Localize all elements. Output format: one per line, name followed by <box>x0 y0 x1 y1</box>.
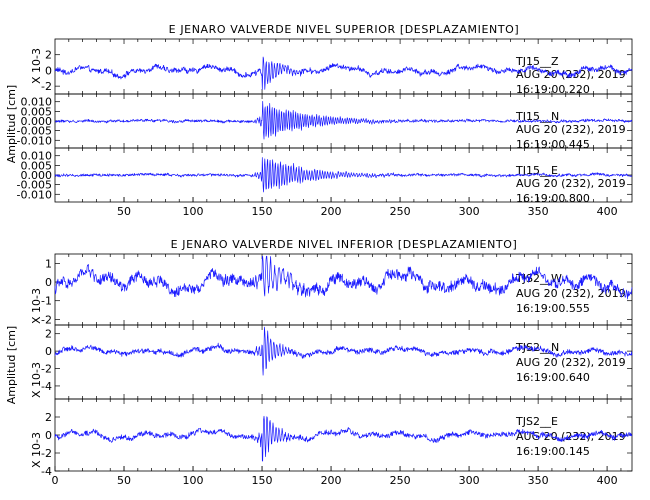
x-tick-label: 200 <box>321 205 342 218</box>
y-tick-label: -2 <box>41 447 52 460</box>
x-tick-label: 400 <box>597 474 618 487</box>
panel-tj15-n: TJ15__N AUG 20 (232), 2019 16:19:00.445 … <box>17 93 633 151</box>
y-tick-label: -2 <box>41 80 52 93</box>
chart-inferior: E JENARO VALVERDE NIVEL INFERIOR [DESPLA… <box>5 238 633 487</box>
panel-scale-label: X 10-3 <box>30 362 43 398</box>
panel-tjs2-n: X 10-3 TJS2__N AUG 20 (232), 2019 16:19:… <box>30 324 633 400</box>
y-tick-label: 0 <box>45 64 52 77</box>
panel-station-label: TJ15__N <box>515 110 559 123</box>
chart-superior: E JENARO VALVERDE NIVEL SUPERIOR [DESPLA… <box>5 23 633 218</box>
panel-tj15-z: X 10-3 TJ15__Z AUG 20 (232), 2019 16:19:… <box>30 38 633 96</box>
y-tick-label: -2 <box>41 363 52 376</box>
y-tick-label: 0.000 <box>21 115 53 128</box>
trace-tj15-n <box>54 100 633 140</box>
panel-date-label: AUG 20 (232), 2019 <box>516 123 626 136</box>
panel-station-label: TJS2__E <box>515 415 558 428</box>
y-tick-label: -0.005 <box>17 179 52 192</box>
y-tick-label: -2 <box>41 313 52 326</box>
y-tick-label: 2 <box>45 328 52 341</box>
x-tick-label: 250 <box>390 474 411 487</box>
x-tick-label: 200 <box>321 474 342 487</box>
y-axis-label-superior: Amplitud [cm] <box>5 85 18 163</box>
y-tick-label: 2 <box>45 411 52 424</box>
x-tick-label: 300 <box>459 205 480 218</box>
x-tick-label: 100 <box>183 205 204 218</box>
panel-time-label: 16:19:00.220 <box>516 83 590 96</box>
y-tick-label: -0.010 <box>17 134 52 147</box>
panel-tjs2-e: X 10-3 TJS2__E AUG 20 (232), 2019 16:19:… <box>30 398 633 478</box>
y-tick-label: -4 <box>41 380 52 393</box>
y-tick-label: 0.010 <box>21 96 53 109</box>
y-tick-label: 0.000 <box>21 169 53 182</box>
chart-title-superior: E JENARO VALVERDE NIVEL SUPERIOR [DESPLA… <box>169 23 520 36</box>
y-tick-label: 0.010 <box>21 150 53 163</box>
trace-tj15-e <box>54 157 633 193</box>
panel-tj15-e: TJ15__E AUG 20 (232), 2019 16:19:00.800 … <box>17 147 633 205</box>
x-tick-label: 350 <box>528 205 549 218</box>
trace-tjs2-e <box>54 415 633 462</box>
y-tick-label: 1 <box>45 257 52 270</box>
x-tick-label: 350 <box>528 474 549 487</box>
panel-scale-label: X 10-3 <box>30 48 43 84</box>
panel-time-label: 16:19:00.555 <box>516 302 590 315</box>
panel-time-label: 16:19:00.145 <box>516 445 590 458</box>
panel-station-label: TJ15__E <box>515 164 558 177</box>
y-tick-label: 0 <box>45 345 52 358</box>
panel-tjs2-w: X 10-3 TJS2__W AUG 20 (232), 2019 16:19:… <box>30 253 633 326</box>
y-axis-label-inferior: Amplitud [cm] <box>5 326 18 404</box>
y-tick-label: 0.005 <box>21 105 53 118</box>
panel-time-label: 16:19:00.445 <box>516 138 590 151</box>
x-tick-label: 150 <box>252 474 273 487</box>
chart-title-inferior: E JENARO VALVERDE NIVEL INFERIOR [DESPLA… <box>171 238 518 251</box>
y-tick-label: -4 <box>41 465 52 478</box>
panel-date-label: AUG 20 (232), 2019 <box>516 287 626 300</box>
panel-scale-label: X 10-3 <box>30 432 43 468</box>
x-tick-label: 250 <box>390 205 411 218</box>
x-tick-label: 100 <box>183 474 204 487</box>
y-tick-label: -0.005 <box>17 125 52 138</box>
y-tick-label: 0 <box>45 276 52 289</box>
x-tick-label: 50 <box>117 205 131 218</box>
panel-date-label: AUG 20 (232), 2019 <box>516 177 626 190</box>
panel-station-label: TJ15__Z <box>515 55 559 68</box>
panel-date-label: AUG 20 (232), 2019 <box>516 356 626 369</box>
y-tick-label: -1 <box>41 295 52 308</box>
y-tick-label: 0 <box>45 429 52 442</box>
trace-tj15-z <box>54 56 633 90</box>
panel-time-label: 16:19:00.800 <box>516 192 590 205</box>
x-axis-superior: 50 100 150 200 250 300 350 400 <box>117 197 618 218</box>
panel-time-label: 16:19:00.640 <box>516 371 590 384</box>
x-tick-label: 0 <box>52 474 59 487</box>
x-axis-inferior: 0 50 100 150 200 250 300 350 400 <box>52 466 618 487</box>
y-tick-label: 2 <box>45 49 52 62</box>
panel-scale-label: X 10-3 <box>30 288 43 324</box>
panel-station-label: TJS2__W <box>515 272 562 285</box>
x-tick-label: 400 <box>597 205 618 218</box>
y-tick-label: -0.010 <box>17 188 52 201</box>
x-tick-label: 300 <box>459 474 480 487</box>
trace-tjs2-n <box>54 326 633 376</box>
y-tick-label: 0.005 <box>21 159 53 172</box>
trace-tjs2-w <box>54 255 633 300</box>
x-tick-label: 50 <box>117 474 131 487</box>
x-tick-label: 150 <box>252 205 273 218</box>
